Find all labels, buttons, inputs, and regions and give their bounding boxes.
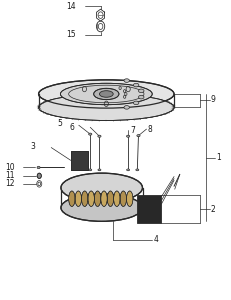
Ellipse shape bbox=[124, 79, 130, 83]
Bar bbox=[137, 195, 161, 224]
Ellipse shape bbox=[94, 88, 119, 100]
Ellipse shape bbox=[98, 135, 101, 137]
Ellipse shape bbox=[37, 166, 40, 169]
Text: 5: 5 bbox=[58, 118, 63, 127]
Ellipse shape bbox=[82, 191, 88, 206]
Ellipse shape bbox=[127, 169, 130, 171]
Ellipse shape bbox=[88, 191, 94, 206]
Ellipse shape bbox=[136, 169, 139, 171]
Text: 15: 15 bbox=[66, 30, 76, 39]
Ellipse shape bbox=[94, 191, 101, 206]
Bar bbox=[71, 151, 88, 170]
Text: 6: 6 bbox=[69, 123, 74, 132]
Text: 2: 2 bbox=[211, 205, 216, 214]
Ellipse shape bbox=[127, 135, 130, 137]
Ellipse shape bbox=[75, 191, 82, 206]
Ellipse shape bbox=[61, 194, 143, 221]
Ellipse shape bbox=[61, 173, 143, 202]
Ellipse shape bbox=[114, 191, 120, 206]
Ellipse shape bbox=[120, 191, 127, 206]
Text: 4: 4 bbox=[153, 235, 158, 244]
Ellipse shape bbox=[89, 133, 92, 135]
Ellipse shape bbox=[89, 169, 92, 171]
Ellipse shape bbox=[60, 83, 152, 105]
Ellipse shape bbox=[134, 101, 139, 105]
Text: 1: 1 bbox=[216, 153, 221, 162]
Ellipse shape bbox=[39, 94, 174, 121]
Circle shape bbox=[37, 173, 41, 178]
Ellipse shape bbox=[107, 191, 114, 206]
Text: 11: 11 bbox=[5, 171, 15, 180]
Bar bbox=[71, 151, 88, 170]
Ellipse shape bbox=[139, 95, 144, 99]
Ellipse shape bbox=[137, 135, 140, 137]
Text: 9: 9 bbox=[211, 95, 216, 104]
Ellipse shape bbox=[69, 191, 75, 206]
Ellipse shape bbox=[134, 83, 139, 87]
Text: 12: 12 bbox=[5, 179, 15, 188]
Text: 8: 8 bbox=[148, 124, 152, 134]
Text: 10: 10 bbox=[5, 163, 15, 172]
Ellipse shape bbox=[99, 91, 113, 97]
Text: 3: 3 bbox=[30, 142, 35, 151]
Text: 7: 7 bbox=[131, 126, 135, 135]
Ellipse shape bbox=[139, 89, 144, 93]
Ellipse shape bbox=[124, 106, 130, 109]
Ellipse shape bbox=[39, 80, 174, 108]
Text: 14: 14 bbox=[66, 2, 76, 11]
Ellipse shape bbox=[98, 169, 101, 171]
Ellipse shape bbox=[127, 191, 133, 206]
Ellipse shape bbox=[101, 191, 107, 206]
